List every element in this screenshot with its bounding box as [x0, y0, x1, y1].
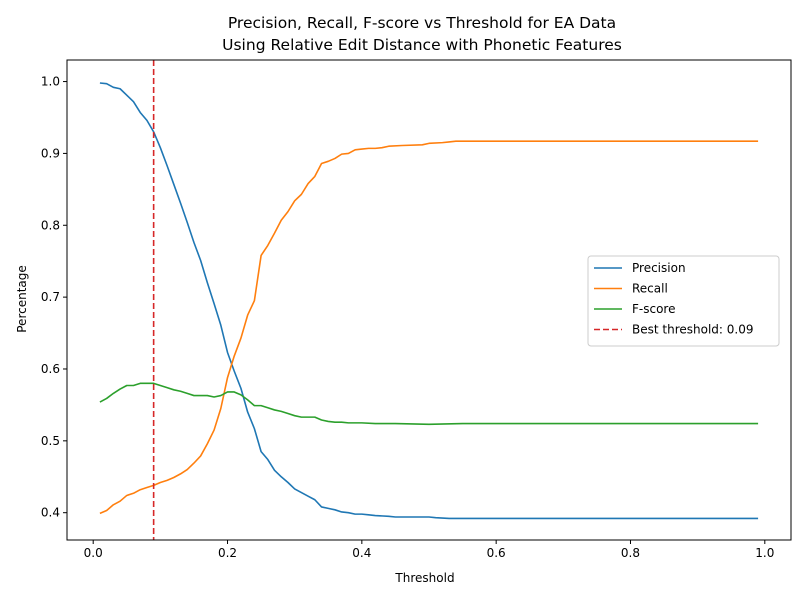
- legend-box: [587, 255, 780, 347]
- y-tick-label: 0.9: [41, 146, 60, 160]
- x-tick-label: 0.0: [84, 546, 103, 560]
- axes: 0.0 0.2 0.4 0.6 0.8 1.0 0.4 0.5 0.6 0.7 0.8 0.9 1.0: [41, 59, 792, 560]
- legend: Precision Recall F-score Best threshold: 0.…: [587, 255, 780, 347]
- chart-title-line-2: Using Relative Edit Distance with Phonet…: [222, 36, 622, 54]
- legend-label: Recall: [632, 282, 668, 296]
- x-tick-label: 0.4: [352, 546, 371, 560]
- x-axis-title: Threshold: [394, 571, 454, 585]
- x-tick-label: 0.2: [218, 546, 237, 560]
- chart-title-line-1: Precision, Recall, F-score vs Threshold …: [228, 14, 616, 32]
- x-tick-label: 0.6: [487, 546, 506, 560]
- x-tick-label: 1.0: [755, 546, 774, 560]
- y-axis-title: Percentage: [15, 265, 29, 333]
- y-tick-label: 0.8: [41, 218, 60, 232]
- axes-frame: [66, 59, 792, 541]
- series-line-f-score: [99, 382, 759, 426]
- legend-label: F-score: [632, 302, 675, 316]
- y-tick-label: 0.6: [41, 362, 60, 376]
- series-line-precision: [99, 82, 759, 520]
- y-tick-label: 0.4: [41, 506, 60, 520]
- y-tick-label: 0.5: [41, 434, 60, 448]
- x-tick-label: 0.8: [621, 546, 640, 560]
- series-line-recall: [99, 140, 759, 515]
- legend-label: Best threshold: 0.09: [632, 323, 753, 337]
- legend-label: Precision: [632, 261, 686, 275]
- plot-area: [99, 60, 759, 540]
- y-tick-label: 0.7: [41, 290, 60, 304]
- y-tick-label: 1.0: [41, 75, 60, 89]
